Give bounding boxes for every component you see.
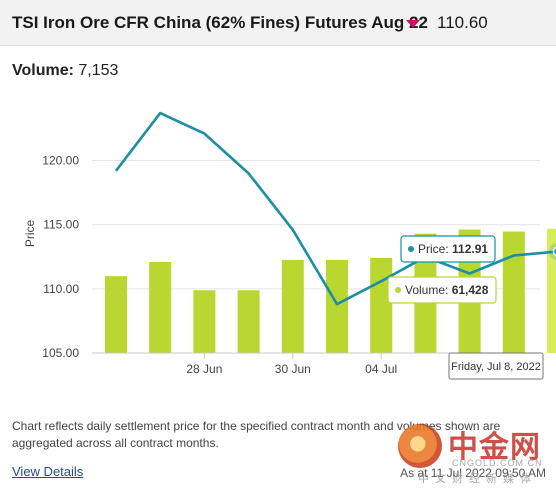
price-tooltip-label: Price: 112.91	[418, 242, 488, 256]
volume-bar	[502, 231, 525, 353]
y-tick-label: 115.00	[43, 218, 79, 232]
volume-tooltip-label: Volume: 61,428	[405, 283, 489, 297]
y-tick-label: 110.00	[43, 282, 79, 296]
volume-tooltip-dot	[395, 287, 401, 293]
price-tooltip-dot	[408, 246, 414, 252]
price-line	[114, 111, 556, 306]
volume-tooltip	[387, 276, 497, 304]
price-point	[552, 246, 556, 257]
quote-header: TSI Iron Ore CFR China (62% Fines) Futur…	[0, 0, 556, 46]
last-price: 110.60	[437, 13, 488, 32]
price-tooltip	[400, 235, 496, 263]
y-axis-label: Price	[23, 220, 37, 248]
volume-label: Volume:	[12, 62, 74, 79]
y-tick-label: 105.00	[42, 346, 79, 360]
volume-bar	[281, 259, 304, 353]
down-triangle-icon	[406, 20, 420, 28]
date-tooltip-label: Friday, Jul 8, 2022	[451, 361, 541, 373]
hover-halo	[549, 242, 556, 261]
volume-value: 7,153	[78, 62, 119, 79]
volume-bar	[149, 261, 172, 353]
x-tick-label: 30 Jun	[275, 362, 311, 376]
volume-summary: Volume: 7,153	[12, 62, 118, 80]
y-tick-label: 120.00	[42, 154, 79, 168]
volume-bar	[193, 290, 216, 353]
x-tick-label: 28 Jun	[186, 362, 222, 376]
date-tooltip	[448, 352, 544, 380]
chart-tooltip: Price: 112.91 Volume: 61,428 Friday, Jul 8…	[387, 235, 544, 380]
volume-bar	[326, 259, 348, 353]
view-details-link[interactable]: View Details	[12, 464, 84, 479]
as-of-timestamp: As at 11 Jul 2022 09:50 AM	[400, 466, 546, 480]
volume-bar	[237, 290, 260, 353]
volume-bar	[547, 228, 556, 353]
y-axis: 120.00 115.00 110.00 105.00 Price	[23, 154, 79, 360]
x-tick-label: 04 Jul	[365, 362, 397, 376]
volume-bar	[370, 257, 393, 353]
price-line-group	[114, 111, 556, 306]
contract-title: TSI Iron Ore CFR China (62% Fines) Futur…	[12, 13, 428, 32]
chart-footnote: Chart reflects daily settlement price fo…	[12, 419, 501, 450]
volume-bar	[105, 276, 127, 353]
